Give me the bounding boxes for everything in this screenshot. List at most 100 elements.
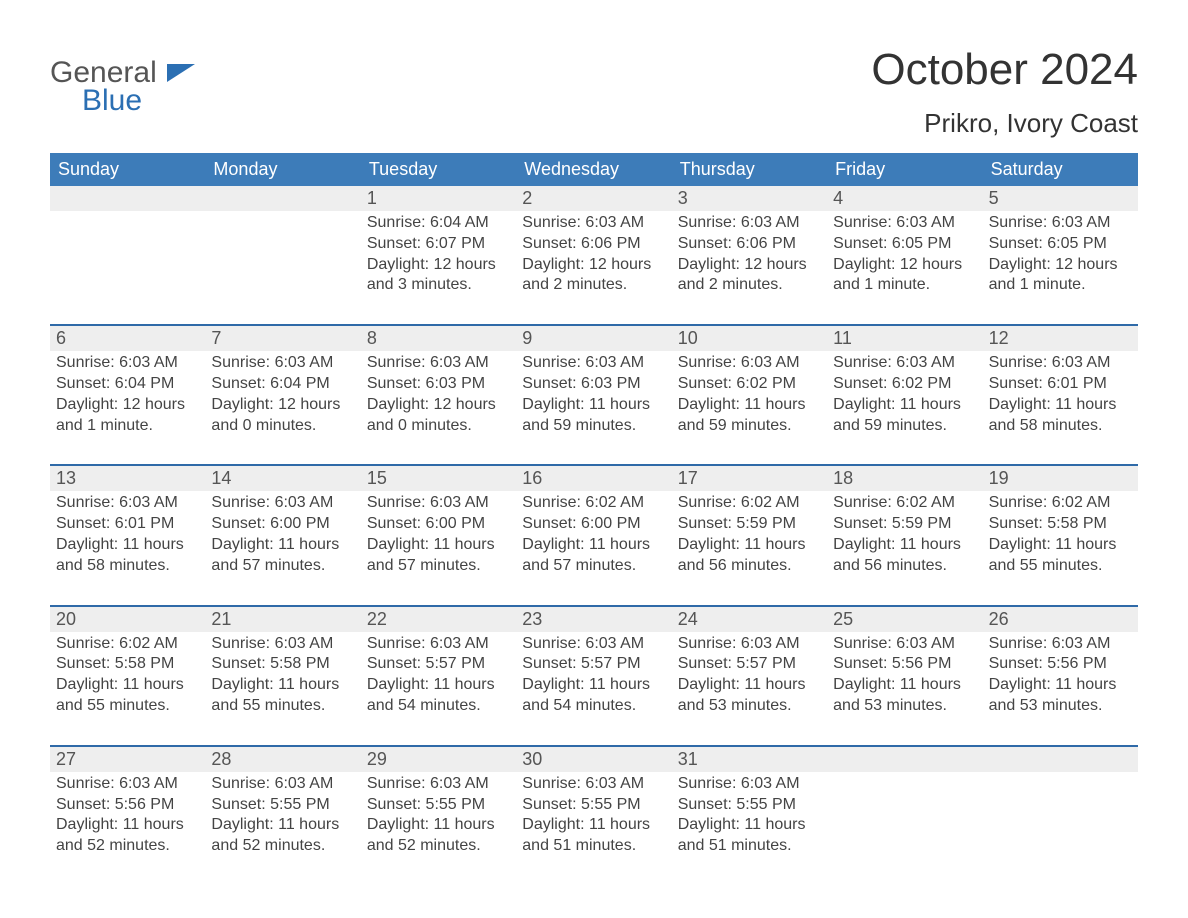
sunrise: Sunrise: 6:03 AM — [833, 353, 976, 374]
day-cell: Sunrise: 6:02 AMSunset: 5:59 PMDaylight:… — [827, 491, 982, 576]
day-cell: Sunrise: 6:03 AMSunset: 6:00 PMDaylight:… — [205, 491, 360, 576]
daylight-line-1: Daylight: 11 hours — [678, 535, 821, 556]
day-cell: Sunrise: 6:03 AMSunset: 6:01 PMDaylight:… — [983, 351, 1138, 436]
calendar: Sunday Monday Tuesday Wednesday Thursday… — [50, 153, 1138, 857]
week-4-bodies: Sunrise: 6:02 AM Sunset: 5:58 PM Daylight:… — [50, 632, 1138, 717]
daynum: 3 — [672, 186, 827, 211]
daylight-line-2: and 55 minutes. — [211, 696, 354, 717]
daylight-line-1: Daylight: 11 hours — [833, 535, 976, 556]
sunset: Sunset: 6:00 PM — [522, 514, 665, 535]
daynum: 29 — [361, 747, 516, 772]
day-cell: Sunrise: 6:03 AMSunset: 5:56 PMDaylight:… — [827, 632, 982, 717]
day-cell: Sunrise: 6:03 AMSunset: 5:58 PMDaylight:… — [205, 632, 360, 717]
daylight-line-2: and 52 minutes. — [56, 836, 199, 857]
daylight-line-2: and 53 minutes. — [833, 696, 976, 717]
daylight-line-1: Daylight: 12 hours — [367, 395, 510, 416]
day-cell — [50, 211, 205, 296]
month-title: October 2024 — [871, 48, 1138, 92]
daylight-line-2: and 52 minutes. — [367, 836, 510, 857]
title-block: October 2024 Prikro, Ivory Coast — [871, 48, 1138, 139]
sunset: Sunset: 6:01 PM — [989, 374, 1132, 395]
daynum: 13 — [50, 466, 205, 491]
sunrise: Sunrise: 6:02 AM — [56, 634, 199, 655]
sunset: Sunset: 5:59 PM — [678, 514, 821, 535]
day-cell: Sunrise: 6:03 AMSunset: 5:55 PMDaylight:… — [672, 772, 827, 857]
sunrise: Sunrise: 6:03 AM — [678, 634, 821, 655]
day-cell: Sunrise: 6:03 AMSunset: 6:04 PMDaylight:… — [205, 351, 360, 436]
sunrise: Sunrise: 6:03 AM — [367, 493, 510, 514]
daylight-line-1: Daylight: 11 hours — [522, 815, 665, 836]
dow-tuesday: Tuesday — [361, 153, 516, 186]
day-cell: Sunrise: 6:03 AMSunset: 6:06 PMDaylight:… — [672, 211, 827, 296]
sunrise: Sunrise: 6:03 AM — [211, 774, 354, 795]
daylight-line-1: Daylight: 11 hours — [989, 535, 1132, 556]
daylight-line-2: and 0 minutes. — [367, 416, 510, 437]
daylight-line-2: and 3 minutes. — [367, 275, 510, 296]
daylight-line-2: and 54 minutes. — [367, 696, 510, 717]
sunrise: Sunrise: 6:03 AM — [56, 774, 199, 795]
week-4-daynums: 20 21 22 23 24 25 26 — [50, 605, 1138, 632]
daylight-line-1: Daylight: 11 hours — [56, 535, 199, 556]
day-cell: Sunrise: 6:03 AMSunset: 5:57 PMDaylight:… — [361, 632, 516, 717]
sunset: Sunset: 5:56 PM — [833, 654, 976, 675]
sunrise: Sunrise: 6:03 AM — [367, 774, 510, 795]
daylight-line-1: Daylight: 12 hours — [678, 255, 821, 276]
sunrise: Sunrise: 6:02 AM — [522, 493, 665, 514]
daylight-line-1: Daylight: 12 hours — [522, 255, 665, 276]
daylight-line-2: and 53 minutes. — [678, 696, 821, 717]
sunrise: Sunrise: 6:03 AM — [678, 213, 821, 234]
sunset: Sunset: 5:55 PM — [211, 795, 354, 816]
day-cell: Sunrise: 6:03 AMSunset: 6:06 PMDaylight:… — [516, 211, 671, 296]
daylight-line-2: and 58 minutes. — [56, 556, 199, 577]
daynum: 12 — [983, 326, 1138, 351]
sunrise: Sunrise: 6:03 AM — [211, 634, 354, 655]
daylight-line-2: and 2 minutes. — [678, 275, 821, 296]
daynum: 18 — [827, 466, 982, 491]
daylight-line-2: and 51 minutes. — [522, 836, 665, 857]
day-cell — [205, 211, 360, 296]
day-cell: Sunrise: 6:03 AMSunset: 5:55 PMDaylight:… — [516, 772, 671, 857]
day-cell: Sunrise: 6:03 AMSunset: 6:03 PMDaylight:… — [516, 351, 671, 436]
week-2-bodies: Sunrise: 6:03 AM Sunset: 6:04 PM Daylight:… — [50, 351, 1138, 436]
daylight-line-1: Daylight: 11 hours — [56, 675, 199, 696]
day-cell: Sunrise: 6:03 AMSunset: 5:55 PMDaylight:… — [205, 772, 360, 857]
day-cell: Sunrise: 6:03 AMSunset: 5:56 PMDaylight:… — [50, 772, 205, 857]
daylight-line-1: Daylight: 12 hours — [367, 255, 510, 276]
sunset: Sunset: 5:57 PM — [522, 654, 665, 675]
day-cell: Sunrise: 6:03 AMSunset: 6:02 PMDaylight:… — [672, 351, 827, 436]
sunset: Sunset: 6:00 PM — [211, 514, 354, 535]
daylight-line-1: Daylight: 11 hours — [367, 535, 510, 556]
sunset: Sunset: 5:56 PM — [56, 795, 199, 816]
page: General Blue October 2024 Prikro, Ivory … — [0, 0, 1188, 897]
dow-thursday: Thursday — [672, 153, 827, 186]
sunset: Sunset: 6:00 PM — [367, 514, 510, 535]
sunrise: Sunrise: 6:03 AM — [367, 353, 510, 374]
day-cell: Sunrise: 6:03 AMSunset: 6:01 PMDaylight:… — [50, 491, 205, 576]
day-cell: Sunrise: 6:03 AMSunset: 5:57 PMDaylight:… — [672, 632, 827, 717]
daylight-line-1: Daylight: 12 hours — [56, 395, 199, 416]
sunset: Sunset: 5:58 PM — [989, 514, 1132, 535]
daynum: 7 — [205, 326, 360, 351]
daynum: 28 — [205, 747, 360, 772]
sunset: Sunset: 5:58 PM — [211, 654, 354, 675]
day-cell: Sunrise: 6:02 AMSunset: 5:58 PMDaylight:… — [50, 632, 205, 717]
daylight-line-2: and 57 minutes. — [211, 556, 354, 577]
sunset: Sunset: 5:56 PM — [989, 654, 1132, 675]
daynum: 22 — [361, 607, 516, 632]
sunrise: Sunrise: 6:04 AM — [367, 213, 510, 234]
dow-sunday: Sunday — [50, 153, 205, 186]
daylight-line-1: Daylight: 11 hours — [833, 675, 976, 696]
daylight-line-2: and 1 minute. — [989, 275, 1132, 296]
daynum — [50, 186, 205, 211]
daynum: 30 — [516, 747, 671, 772]
daynum: 5 — [983, 186, 1138, 211]
dow-saturday: Saturday — [983, 153, 1138, 186]
day-cell: Sunrise: 6:02 AMSunset: 6:00 PMDaylight:… — [516, 491, 671, 576]
location-subtitle: Prikro, Ivory Coast — [871, 108, 1138, 139]
sunset: Sunset: 6:04 PM — [211, 374, 354, 395]
week-3-daynums: 13 14 15 16 17 18 19 — [50, 464, 1138, 491]
sunrise: Sunrise: 6:03 AM — [989, 634, 1132, 655]
daynum: 20 — [50, 607, 205, 632]
day-cell: Sunrise: 6:03 AMSunset: 6:04 PMDaylight:… — [50, 351, 205, 436]
sunrise: Sunrise: 6:02 AM — [989, 493, 1132, 514]
